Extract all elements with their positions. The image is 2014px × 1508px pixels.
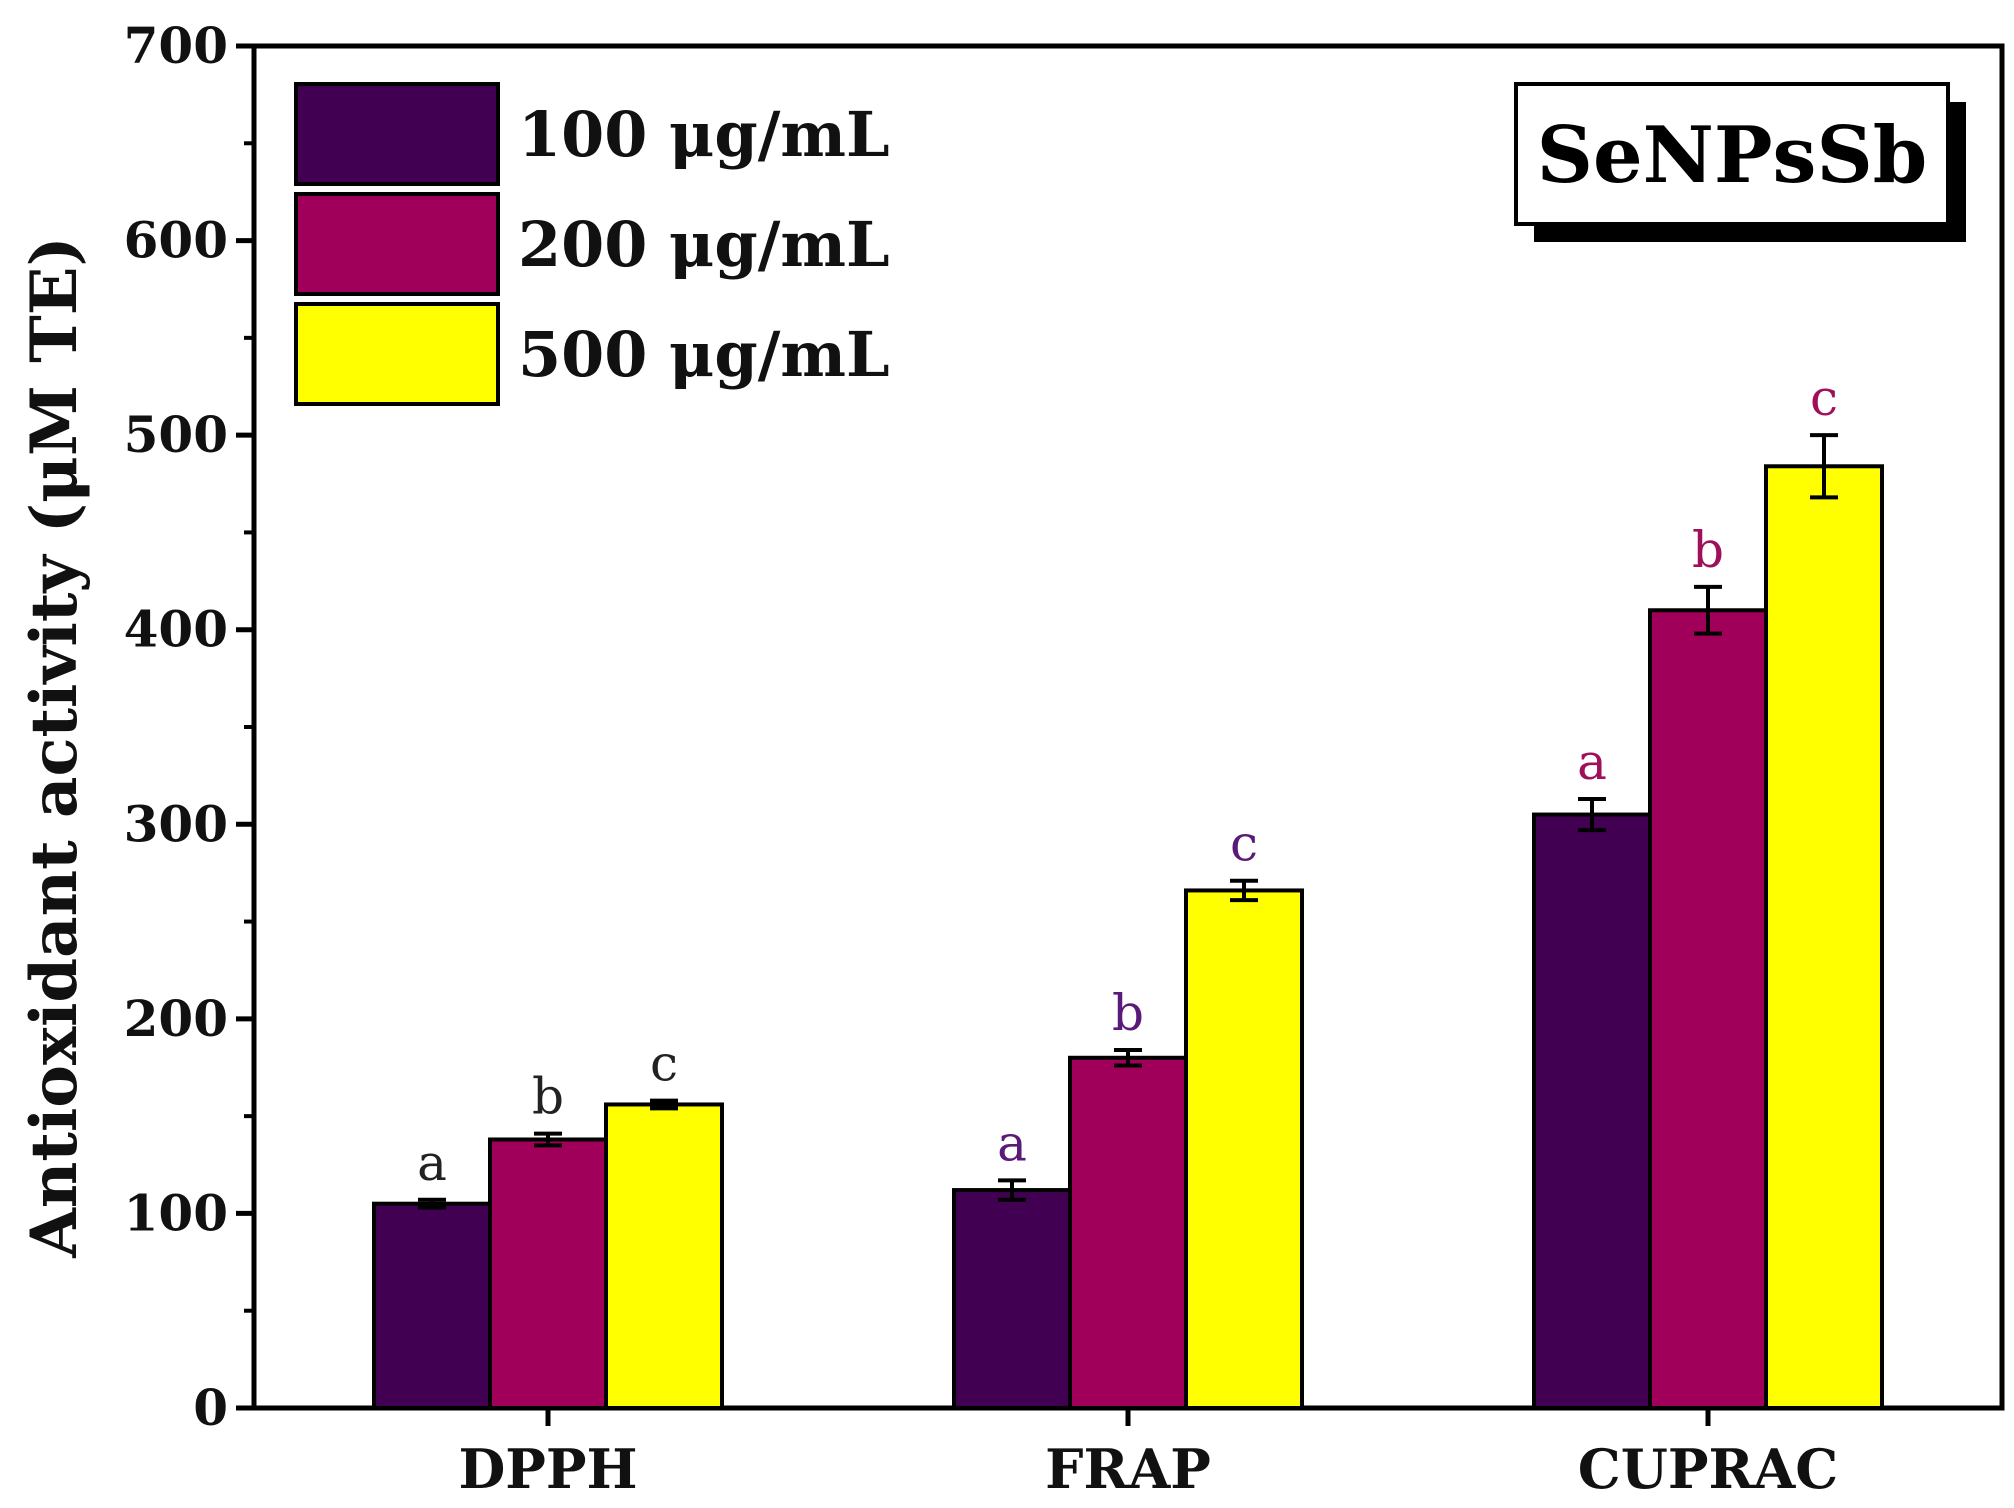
significance-letter: a xyxy=(417,1134,447,1192)
y-tick-label: 300 xyxy=(124,794,228,853)
y-tick-label: 700 xyxy=(124,16,228,75)
bar xyxy=(488,1137,608,1411)
axes-layer: 0 100 200 300 400 500 600 700 Antioxidant activi… xyxy=(17,16,2005,1437)
significance-letter: a xyxy=(1577,733,1607,791)
significance-letter: b xyxy=(532,1068,564,1126)
y-tick-label: 400 xyxy=(124,600,228,659)
bar xyxy=(1532,812,1652,1410)
y-tick-label: 200 xyxy=(124,989,228,1048)
y-tick-label: 0 xyxy=(193,1378,228,1437)
legend-label: 500 μg/mL xyxy=(518,318,890,391)
significance-letter: c xyxy=(1230,815,1258,873)
bar xyxy=(604,1102,724,1411)
y-axis-title: Antioxidant activity (μM TE) xyxy=(17,236,92,1259)
labels-layer: DPPH a b c FRAP a b c CUPRAC a b c xyxy=(417,369,1838,1501)
x-tick-label: DPPH xyxy=(458,1437,637,1501)
x-tick-label: FRAP xyxy=(1045,1437,1211,1501)
significance-letter: b xyxy=(1692,521,1724,579)
bars-layer xyxy=(372,433,1884,1411)
x-tick-label: CUPRAC xyxy=(1578,1437,1838,1501)
bar xyxy=(372,1201,492,1410)
bar xyxy=(1068,1055,1188,1411)
significance-letter: c xyxy=(1810,369,1838,427)
legend-swatch xyxy=(294,192,500,296)
significance-letter: c xyxy=(650,1035,678,1093)
legend-swatch xyxy=(294,82,500,186)
annotation-box: SeNPsSb xyxy=(1514,82,1966,242)
legend-swatch xyxy=(294,302,500,406)
bar xyxy=(1648,608,1768,1410)
legend-label: 200 μg/mL xyxy=(518,208,890,281)
significance-letter: b xyxy=(1112,984,1144,1042)
significance-letter: a xyxy=(997,1114,1027,1172)
y-tick-label: 100 xyxy=(124,1183,228,1242)
annotation-frame xyxy=(1514,82,1950,226)
bar xyxy=(1764,464,1884,1410)
y-tick-label: 600 xyxy=(124,211,228,270)
bar xyxy=(952,1188,1072,1410)
legend: 100 μg/mL 200 μg/mL 500 μg/mL xyxy=(294,82,890,406)
legend-label: 100 μg/mL xyxy=(518,98,890,171)
annotation-text: SeNPsSb xyxy=(1537,110,1928,201)
bar xyxy=(1184,888,1304,1410)
y-tick-label: 500 xyxy=(124,405,228,464)
